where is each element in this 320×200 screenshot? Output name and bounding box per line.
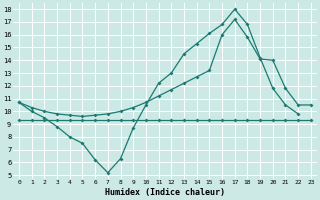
- X-axis label: Humidex (Indice chaleur): Humidex (Indice chaleur): [105, 188, 225, 197]
